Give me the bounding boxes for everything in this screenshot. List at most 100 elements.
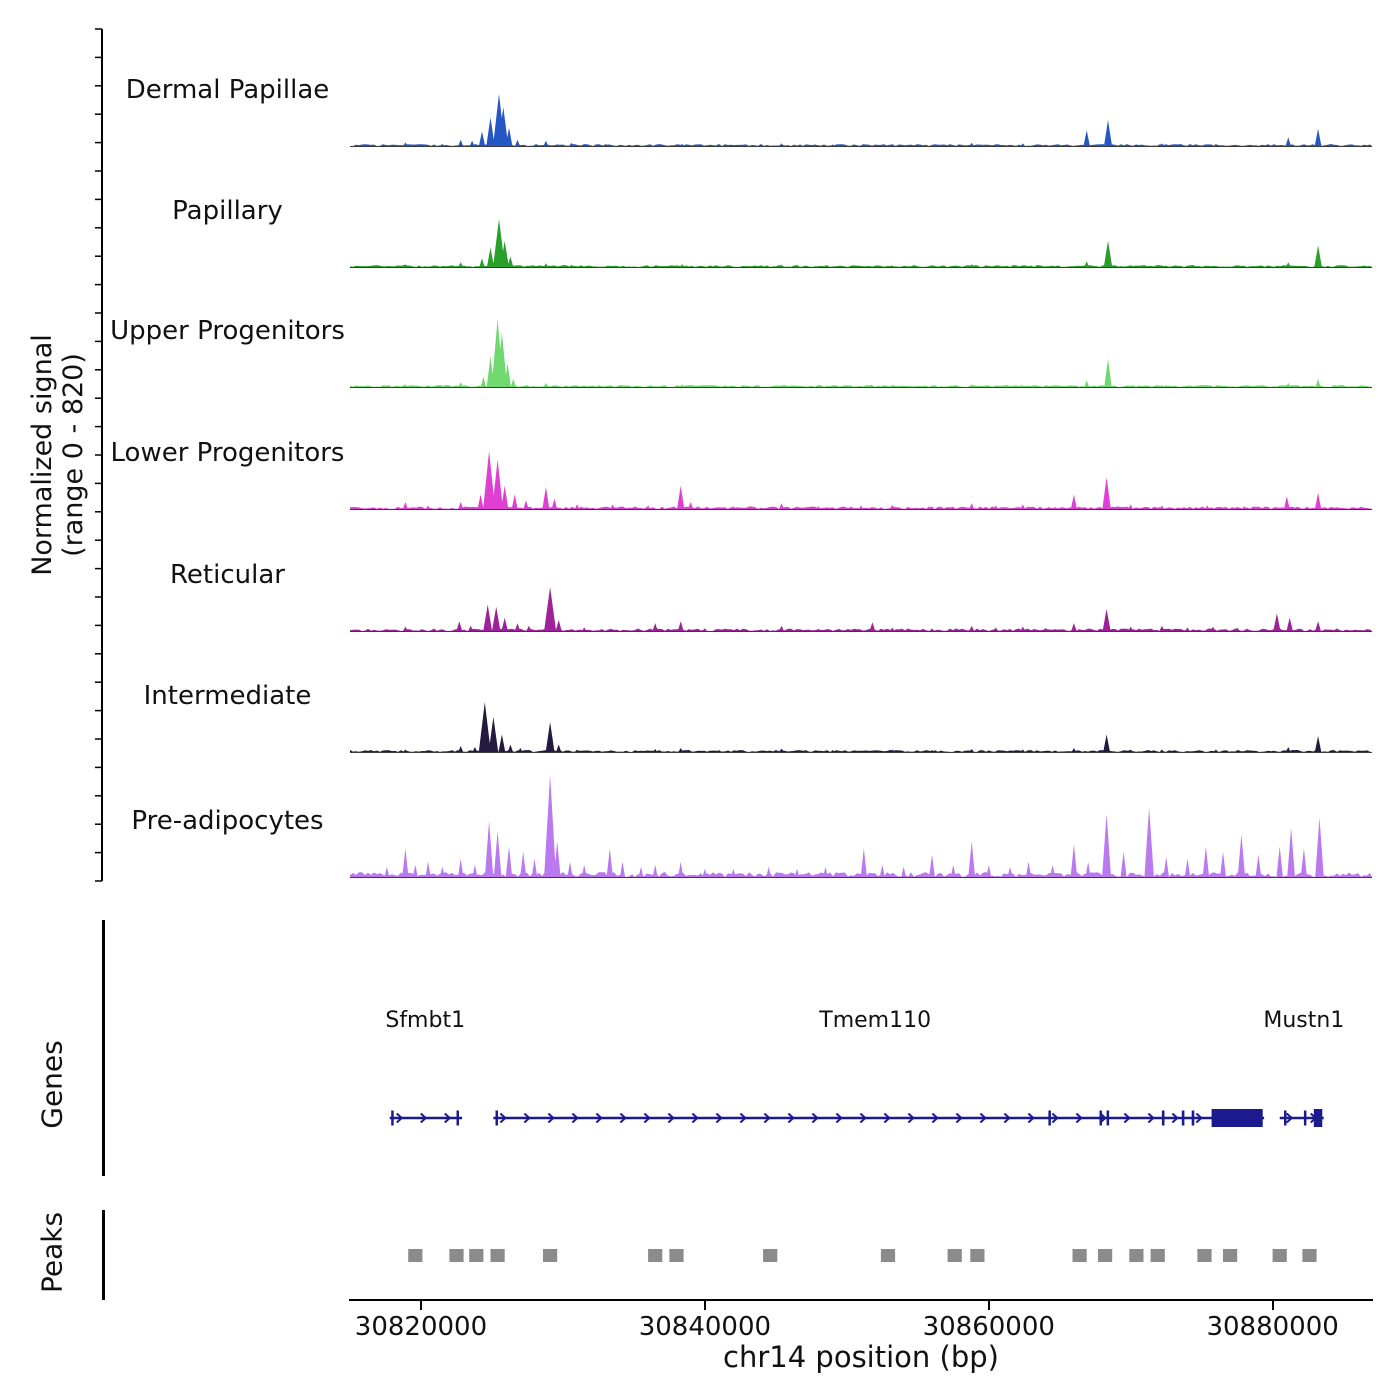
- signal-track-pre-adipocytes: [350, 775, 1372, 878]
- signal-track-dermal-papillae: [350, 94, 1372, 147]
- x-axis-title: chr14 position (bp): [723, 1340, 999, 1374]
- peak-rect: [763, 1249, 778, 1262]
- peak-rect: [880, 1249, 896, 1262]
- strand-arrow-icon: [1123, 1112, 1131, 1124]
- strand-arrow-icon: [1195, 1112, 1203, 1124]
- peak-rect: [449, 1249, 464, 1262]
- strand-arrow-icon: [396, 1112, 404, 1124]
- strand-arrow-icon: [979, 1112, 987, 1124]
- x-tick-label-1: 30840000: [638, 1312, 772, 1342]
- exon: [1284, 1110, 1287, 1126]
- peak-rect: [1150, 1249, 1165, 1262]
- strand-arrow-icon: [595, 1112, 603, 1124]
- signal-noise: [350, 265, 1372, 267]
- track-label-papillary: Papillary: [172, 196, 283, 226]
- track-label-pre-adipocytes: Pre-adipocytes: [131, 806, 324, 836]
- x-axis-tick: [419, 1301, 422, 1310]
- strand-arrow-icon: [1051, 1112, 1059, 1124]
- x-axis-tick: [1271, 1301, 1274, 1310]
- peak-rect: [490, 1249, 505, 1262]
- signal-peaks: [350, 94, 1372, 146]
- track-row-pre-adipocytes: Pre-adipocytes: [0, 760, 1400, 880]
- peaks-section-axis-line: [102, 1210, 105, 1300]
- track-label-intermediate: Intermediate: [143, 681, 312, 711]
- strand-arrow-icon: [715, 1112, 723, 1124]
- strand-arrow-icon: [571, 1112, 579, 1124]
- gene-label-tmem110: Tmem110: [819, 1008, 932, 1033]
- track-row-upper-progenitors: Upper Progenitors: [0, 270, 1400, 390]
- signal-track-papillary: [350, 219, 1372, 268]
- track-row-lower-progenitors: Lower Progenitors: [0, 392, 1400, 512]
- exon: [1191, 1110, 1195, 1126]
- exon: [1099, 1110, 1102, 1126]
- strand-arrow-icon: [931, 1112, 939, 1124]
- gene-label-mustn1: Mustn1: [1263, 1008, 1345, 1033]
- exon: [391, 1110, 394, 1126]
- peak-rect: [947, 1249, 962, 1262]
- strand-arrow-icon: [1027, 1112, 1035, 1124]
- strand-arrow-icon: [1286, 1112, 1294, 1124]
- signal-noise: [350, 628, 1372, 631]
- peak-rect: [543, 1249, 558, 1262]
- peak-rect: [1129, 1249, 1144, 1262]
- peak-rect: [648, 1249, 663, 1262]
- strand-arrow-icon: [955, 1112, 963, 1124]
- signal-noise: [350, 385, 1372, 387]
- peak-rect: [1072, 1249, 1087, 1262]
- track-row-dermal-papillae: Dermal Papillae: [0, 29, 1400, 149]
- peak-rect: [408, 1249, 423, 1262]
- strand-arrow-icon: [523, 1112, 531, 1124]
- strand-arrow-icon: [643, 1112, 651, 1124]
- peak-rect: [1223, 1249, 1238, 1262]
- exon: [456, 1110, 459, 1126]
- signal-peaks: [350, 775, 1372, 877]
- signal-noise: [350, 750, 1372, 752]
- x-axis-tick: [703, 1301, 706, 1310]
- exon: [1181, 1110, 1185, 1126]
- strand-arrow-icon: [547, 1112, 555, 1124]
- x-axis-line: [349, 1299, 1373, 1301]
- peaks-section-label: Peaks: [35, 1211, 69, 1294]
- track-row-papillary: Papillary: [0, 150, 1400, 270]
- x-tick-label-2: 30860000: [922, 1312, 1055, 1342]
- track-label-upper-progenitors: Upper Progenitors: [110, 316, 345, 346]
- strand-arrow-icon: [1075, 1112, 1083, 1124]
- peak-rect: [970, 1249, 985, 1262]
- gene-label-sfmbt1: Sfmbt1: [385, 1008, 466, 1033]
- strand-arrow-icon: [420, 1112, 428, 1124]
- peak-rect: [669, 1249, 684, 1262]
- strand-arrow-icon: [883, 1112, 891, 1124]
- track-row-reticular: Reticular: [0, 514, 1400, 634]
- strand-arrow-icon: [1099, 1112, 1107, 1124]
- exon: [1303, 1110, 1307, 1126]
- peak-rect: [1272, 1249, 1287, 1262]
- gene-models-track: [389, 1109, 1324, 1127]
- track-label-lower-progenitors: Lower Progenitors: [110, 438, 345, 468]
- signal-peaks: [350, 451, 1372, 509]
- signal-track-upper-progenitors: [350, 319, 1372, 388]
- exon: [1106, 1110, 1110, 1126]
- track-label-reticular: Reticular: [170, 560, 285, 590]
- signal-track-reticular: [350, 587, 1372, 632]
- x-axis-tick: [987, 1301, 990, 1310]
- x-tick-label-3: 30880000: [1206, 1312, 1339, 1342]
- signal-track-intermediate: [350, 702, 1372, 753]
- strand-arrow-icon: [739, 1112, 747, 1124]
- peak-rect: [1197, 1249, 1212, 1262]
- strand-arrow-icon: [1171, 1112, 1179, 1124]
- peak-calls-track: [408, 1249, 1317, 1262]
- exon: [1048, 1110, 1051, 1126]
- track-row-intermediate: Intermediate: [0, 635, 1400, 755]
- y-axis: [95, 28, 103, 882]
- signal-peaks: [350, 702, 1372, 752]
- strand-arrow-icon: [763, 1112, 771, 1124]
- strand-arrow-icon: [691, 1112, 699, 1124]
- track-label-dermal-papillae: Dermal Papillae: [125, 75, 330, 105]
- strand-arrow-icon: [499, 1112, 507, 1124]
- strand-arrow-icon: [907, 1112, 915, 1124]
- peak-rect: [1302, 1249, 1317, 1262]
- strand-arrow-icon: [859, 1112, 867, 1124]
- signal-track-lower-progenitors: [350, 451, 1372, 510]
- strand-arrow-icon: [787, 1112, 795, 1124]
